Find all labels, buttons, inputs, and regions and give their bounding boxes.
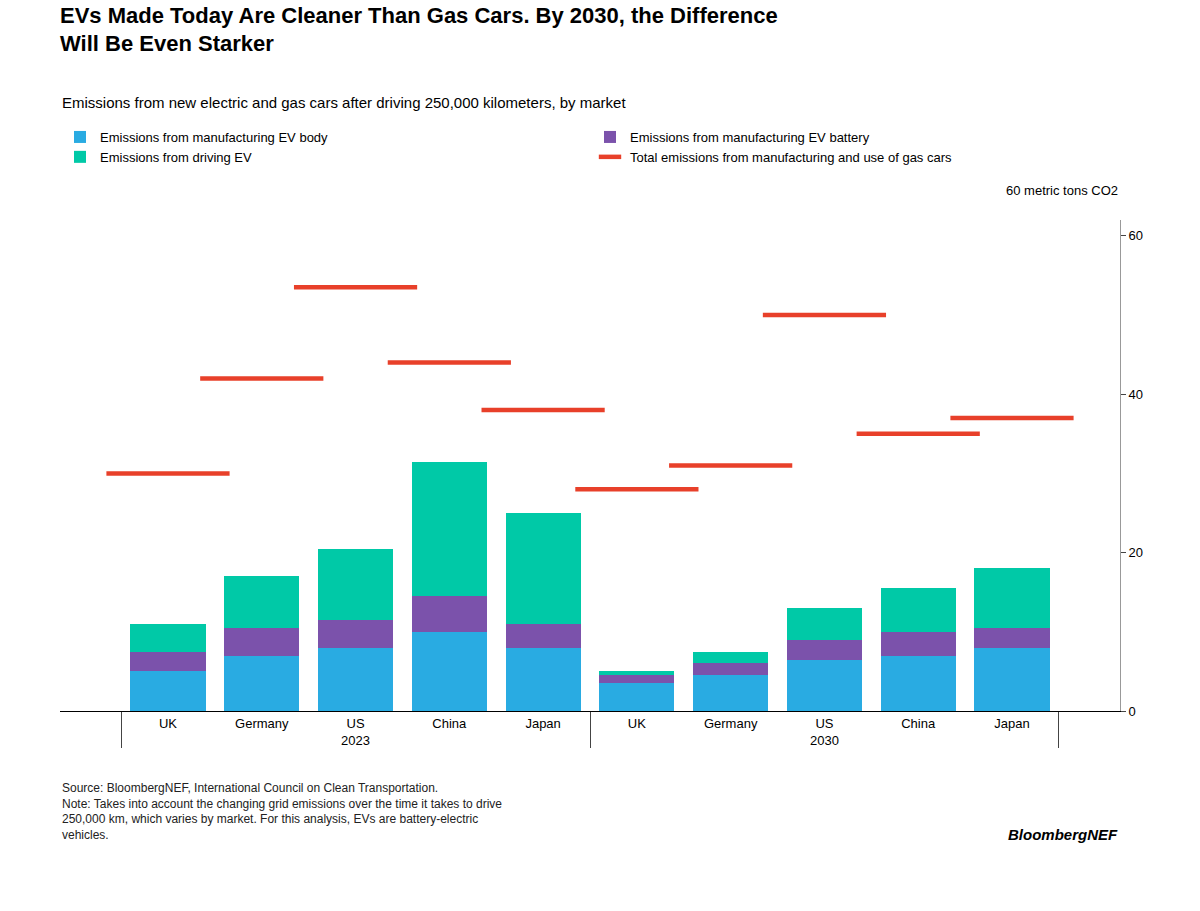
svg-text:BloombergNEF: BloombergNEF: [1008, 826, 1118, 843]
svg-text:2023: 2023: [341, 733, 370, 748]
svg-text:Total emissions from manufactu: Total emissions from manufacturing and u…: [630, 150, 952, 165]
svg-text:Germany: Germany: [704, 716, 758, 731]
svg-text:China: China: [901, 716, 936, 731]
svg-text:60 metric tons CO2: 60 metric tons CO2: [1006, 183, 1118, 198]
svg-text:Emissions from manufacturing E: Emissions from manufacturing EV battery: [630, 130, 870, 145]
svg-text:UK: UK: [159, 716, 177, 731]
svg-text:US: US: [815, 716, 833, 731]
svg-text:US: US: [347, 716, 365, 731]
svg-text:60: 60: [1129, 228, 1143, 243]
svg-text:Emissions from new electric an: Emissions from new electric and gas cars…: [62, 94, 626, 111]
svg-text:China: China: [432, 716, 467, 731]
svg-text:0: 0: [1129, 704, 1136, 719]
svg-text:40: 40: [1129, 387, 1143, 402]
svg-text:Emissions from manufacturing E: Emissions from manufacturing EV body: [100, 130, 328, 145]
svg-text:EVs Made Today Are Cleaner Tha: EVs Made Today Are Cleaner Than Gas Cars…: [60, 3, 778, 57]
svg-text:UK: UK: [628, 716, 646, 731]
svg-text:2030: 2030: [810, 733, 839, 748]
svg-text:20: 20: [1129, 545, 1143, 560]
svg-text:Japan: Japan: [525, 716, 560, 731]
svg-text:Source: BloombergNEF, Internat: Source: BloombergNEF, International Coun…: [62, 781, 502, 842]
svg-text:Japan: Japan: [994, 716, 1029, 731]
svg-text:Germany: Germany: [235, 716, 289, 731]
svg-text:Emissions from driving EV: Emissions from driving EV: [100, 150, 252, 165]
